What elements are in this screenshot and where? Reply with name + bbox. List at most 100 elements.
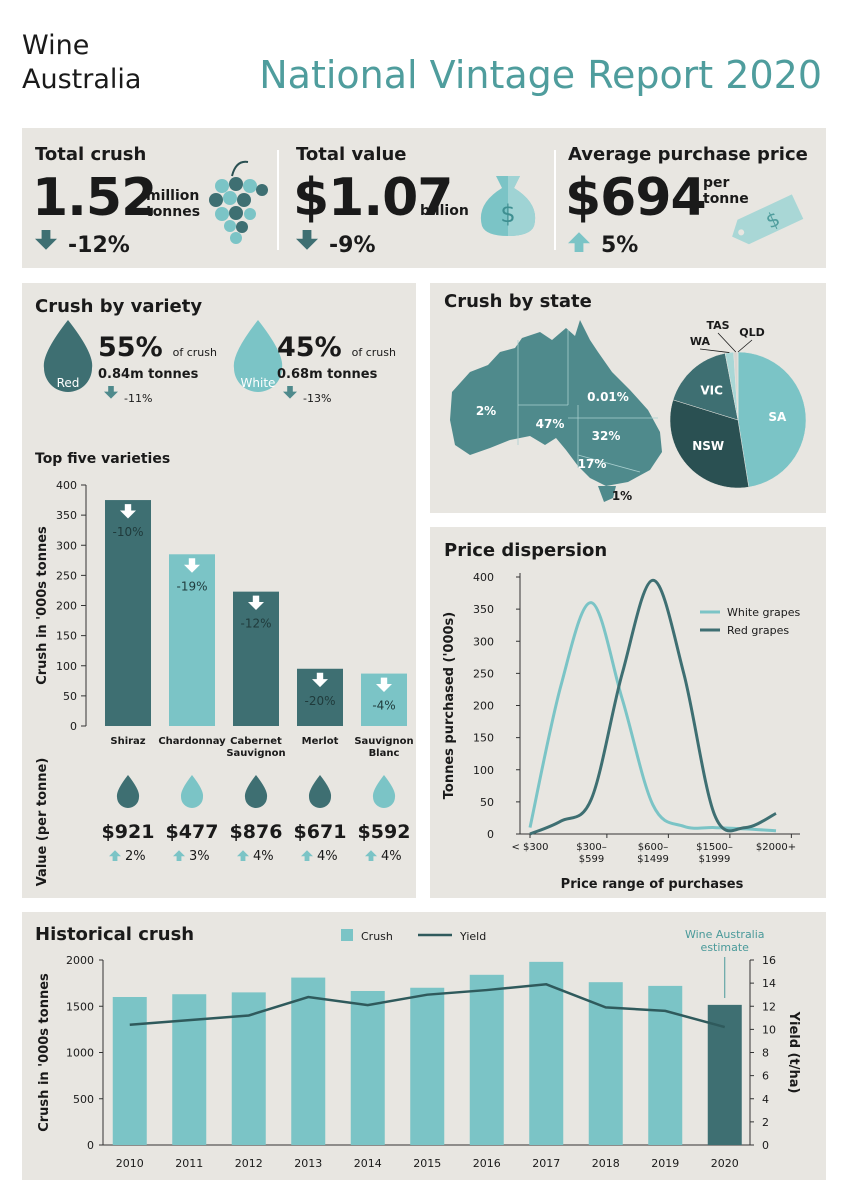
map-label: 0.01% (587, 390, 629, 404)
bar-change-label: -19% (176, 579, 207, 593)
y2-tick-label: 16 (762, 954, 776, 967)
kpi-unit: billion (420, 203, 469, 219)
y-axis-label: Value (per tonne) (35, 758, 50, 887)
x-tick-label: 2018 (592, 1157, 620, 1170)
x-tick-label: Sauvignon Blanc (354, 736, 414, 759)
price-label: $671 (294, 821, 347, 843)
pie-slice (672, 352, 739, 421)
y-tick-label: 400 (56, 479, 77, 492)
leader-line (717, 332, 737, 353)
pie-label: TAS (706, 319, 729, 332)
pie-label: SA (768, 410, 787, 424)
bar-change-label: -4% (372, 699, 395, 713)
y2-tick-label: 14 (762, 977, 776, 990)
down-arrow (120, 504, 136, 519)
kpi-label: Total value (296, 144, 407, 165)
map-mainland (450, 320, 662, 486)
y2-tick-label: 12 (762, 1000, 776, 1013)
variety-change: -11% (124, 392, 152, 405)
x-tick-label: < $300 (511, 842, 549, 853)
x-tick-label: $1500–$1999 (696, 842, 733, 865)
variety-drop (116, 775, 140, 808)
up-arrow (301, 850, 313, 861)
down-arrow (296, 230, 318, 250)
y-axis-label: Crush in '000s tonnes (37, 973, 52, 1132)
legend-swatch (341, 929, 353, 941)
kpi-label: Total crush (35, 144, 146, 165)
chart-title: Historical crush (35, 924, 194, 945)
bar-change-label: -10% (112, 525, 143, 539)
down-arrow (184, 558, 200, 573)
up-arrow (365, 850, 377, 861)
kpi-value: 1.52 (32, 168, 156, 228)
y-tick-label: 150 (473, 732, 494, 745)
variety-share: 45% (277, 332, 342, 363)
price-change: 4% (253, 849, 274, 864)
kpi-unit: million (146, 188, 199, 204)
grapes-icon (209, 160, 268, 244)
down-arrow (312, 672, 328, 688)
price-label: $477 (166, 821, 219, 843)
kpi-unit: tonnes (146, 204, 200, 220)
y-tick-label: 300 (473, 635, 494, 648)
x-tick-label: Shiraz (110, 736, 146, 747)
kpi-unit: tonne (703, 191, 749, 207)
svg-text:$: $ (500, 200, 515, 228)
variety-drop (372, 775, 396, 808)
line-series (528, 601, 777, 833)
kpi-value: $1.07 (293, 168, 452, 228)
kpi-label: Average purchase price (568, 144, 808, 165)
variety-name: White (241, 376, 276, 390)
y-tick-label: 200 (56, 600, 77, 613)
y-tick-label: 150 (56, 630, 77, 643)
x-tick-label: 2014 (354, 1157, 382, 1170)
y-tick-label: 100 (56, 660, 77, 673)
y-tick-label: 250 (56, 569, 77, 582)
x-tick-label: $600–$1499 (637, 842, 669, 865)
y2-tick-label: 8 (762, 1047, 769, 1060)
bar (172, 994, 207, 1145)
up-arrow (109, 850, 121, 861)
up-arrow (237, 850, 249, 861)
state-borders (517, 330, 658, 473)
kpi-change: -12% (68, 233, 130, 258)
variety-drop (180, 775, 204, 808)
kpi-change: -9% (329, 233, 375, 258)
chart-title: Crush by state (444, 291, 592, 312)
variety-share: 55% (98, 332, 163, 363)
price-tag-icon: $ (732, 194, 804, 245)
down-arrow (248, 595, 264, 611)
y-tick-label: 350 (56, 509, 77, 522)
y2-tick-label: 0 (762, 1139, 769, 1152)
x-tick-label: 2016 (473, 1157, 501, 1170)
up-arrow (568, 232, 590, 252)
x-tick-label: 2010 (116, 1157, 144, 1170)
y-tick-label: 0 (70, 720, 77, 733)
price-label: $592 (358, 821, 411, 843)
down-arrow (104, 386, 118, 399)
bar (169, 554, 215, 726)
x-tick-label: 2017 (532, 1157, 560, 1170)
leader-line (737, 339, 753, 353)
bar (588, 982, 623, 1145)
x-tick-label: $2000+ (755, 842, 797, 853)
pie-label: QLD (739, 326, 765, 339)
variety-name: Red (57, 376, 80, 390)
y-tick-label: 0 (487, 828, 494, 841)
pie-slice (669, 399, 750, 489)
y-tick-label: 500 (73, 1093, 94, 1106)
variety-note: of crush (173, 346, 217, 359)
x-tick-label: $300–$599 (576, 842, 607, 865)
kpi-change: 5% (601, 233, 638, 258)
y-tick-label: 1500 (66, 1000, 94, 1013)
legend-label: Crush (361, 930, 393, 943)
x-tick-label: 2011 (175, 1157, 203, 1170)
y-tick-label: 200 (473, 700, 494, 713)
y-tick-label: 400 (473, 571, 494, 584)
down-arrow (283, 386, 297, 399)
variety-note: of crush (352, 346, 396, 359)
y2-tick-label: 6 (762, 1070, 769, 1083)
y-tick-label: 350 (473, 603, 494, 616)
price-label: $876 (230, 821, 283, 843)
